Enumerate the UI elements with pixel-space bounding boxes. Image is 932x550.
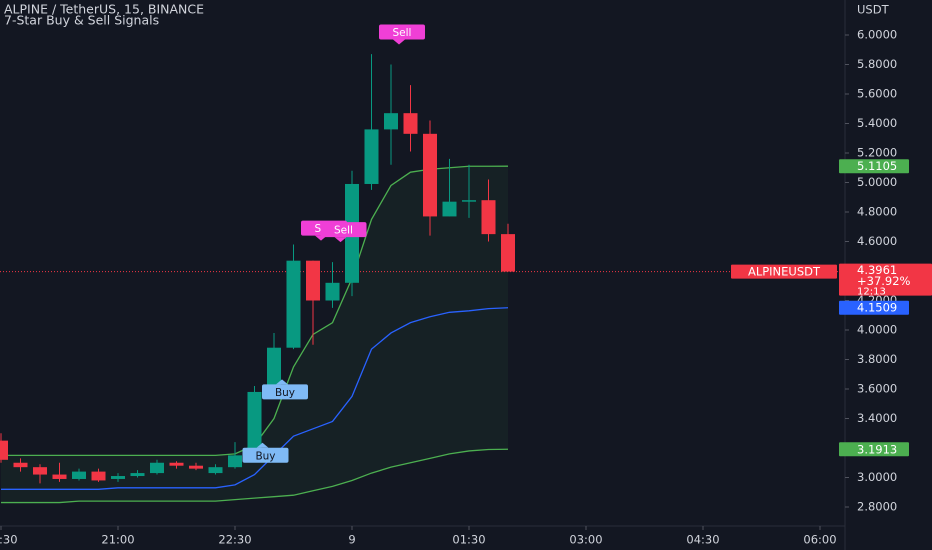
y-tick-label: 3.8000 [857, 352, 897, 366]
candle-body [208, 467, 223, 474]
x-tick-label: 9 [348, 533, 355, 547]
y-tick-label: 5.8000 [857, 57, 897, 71]
indicator-line [1, 307, 509, 490]
candle-body [228, 455, 242, 468]
candle-body [0, 440, 8, 460]
candle-body [442, 201, 457, 217]
x-tick-label: 06:00 [803, 533, 836, 547]
band-value: 4.1509 [857, 301, 897, 315]
candle-body [462, 200, 476, 202]
band-fill [1, 166, 508, 503]
signal-box [320, 222, 367, 238]
y-tick-label: 4.8000 [857, 205, 897, 219]
x-tick-label: 19:30 [0, 533, 18, 547]
y-tick-label: 5.0000 [857, 175, 897, 189]
signal-label: Sell [334, 225, 353, 237]
y-tick-label: 2.8000 [857, 500, 897, 514]
last-price: 4.3961 [857, 263, 897, 277]
candle-body [306, 260, 320, 301]
candle-body [325, 282, 340, 301]
candle-body [247, 391, 262, 456]
chart-title: ALPINE / TetherUS, 15, BINANCE [4, 2, 204, 17]
y-tick-label: 4.0000 [857, 323, 897, 337]
countdown: 12:13 [857, 287, 886, 298]
y-tick-label: 3.6000 [857, 382, 897, 396]
band-value-bg [839, 159, 909, 174]
symbol-label: ALPINEUSDT [748, 265, 821, 279]
signal-arrow [276, 379, 288, 385]
signal-arrow [393, 39, 405, 45]
price-change: +37.92% [857, 274, 911, 288]
signal-arrow [256, 442, 269, 448]
candle-body [33, 467, 47, 475]
y-tick-label: 5.6000 [857, 87, 897, 101]
candle-body [72, 471, 86, 479]
candle-body [364, 129, 379, 184]
signal-box [262, 384, 308, 400]
candle-body [91, 471, 106, 481]
candle-body [501, 234, 515, 272]
candle-body [384, 113, 398, 130]
y-tick-label: 6.0000 [857, 28, 897, 42]
signal-label: Buy [255, 450, 275, 462]
candle-body [13, 462, 28, 468]
signal-box [242, 447, 289, 463]
x-tick-label: 21:00 [101, 533, 134, 547]
x-tick-label: 04:30 [686, 533, 719, 547]
candle-body [267, 347, 281, 392]
indicator-line [1, 448, 509, 504]
candle-body [286, 260, 301, 348]
y-axis-label: USDT [857, 3, 890, 17]
x-tick-label: 03:00 [569, 533, 602, 547]
band-value-bg [839, 442, 909, 457]
signal-box [379, 24, 425, 40]
y-tick-label: 5.4000 [857, 116, 897, 130]
candle-body [150, 462, 164, 474]
x-tick-label: 22:30 [218, 533, 251, 547]
candle-body [403, 113, 418, 134]
candle-body [481, 200, 496, 235]
candle-body [111, 476, 125, 479]
band-value-bg [839, 300, 909, 315]
x-tick-label: 01:30 [452, 533, 485, 547]
candle-body [130, 473, 145, 477]
band-value: 3.1913 [857, 442, 897, 456]
y-tick-label: 3.0000 [857, 470, 897, 484]
indicator-name: 7-Star Buy & Sell Signals [4, 13, 159, 28]
candle-body [423, 133, 437, 217]
y-tick-label: 5.2000 [857, 146, 897, 160]
candle-body [169, 462, 184, 466]
band-value: 5.1105 [857, 159, 897, 173]
symbol-bg [731, 264, 837, 279]
signal-label: Sell [393, 27, 412, 39]
signal-arrow [334, 237, 347, 243]
candle-body [189, 465, 203, 469]
y-tick-label: 3.4000 [857, 411, 897, 425]
signal-label: Buy [275, 387, 295, 399]
candle-body [52, 474, 67, 479]
last-price-bg [839, 263, 932, 296]
y-tick-label: 4.6000 [857, 234, 897, 248]
